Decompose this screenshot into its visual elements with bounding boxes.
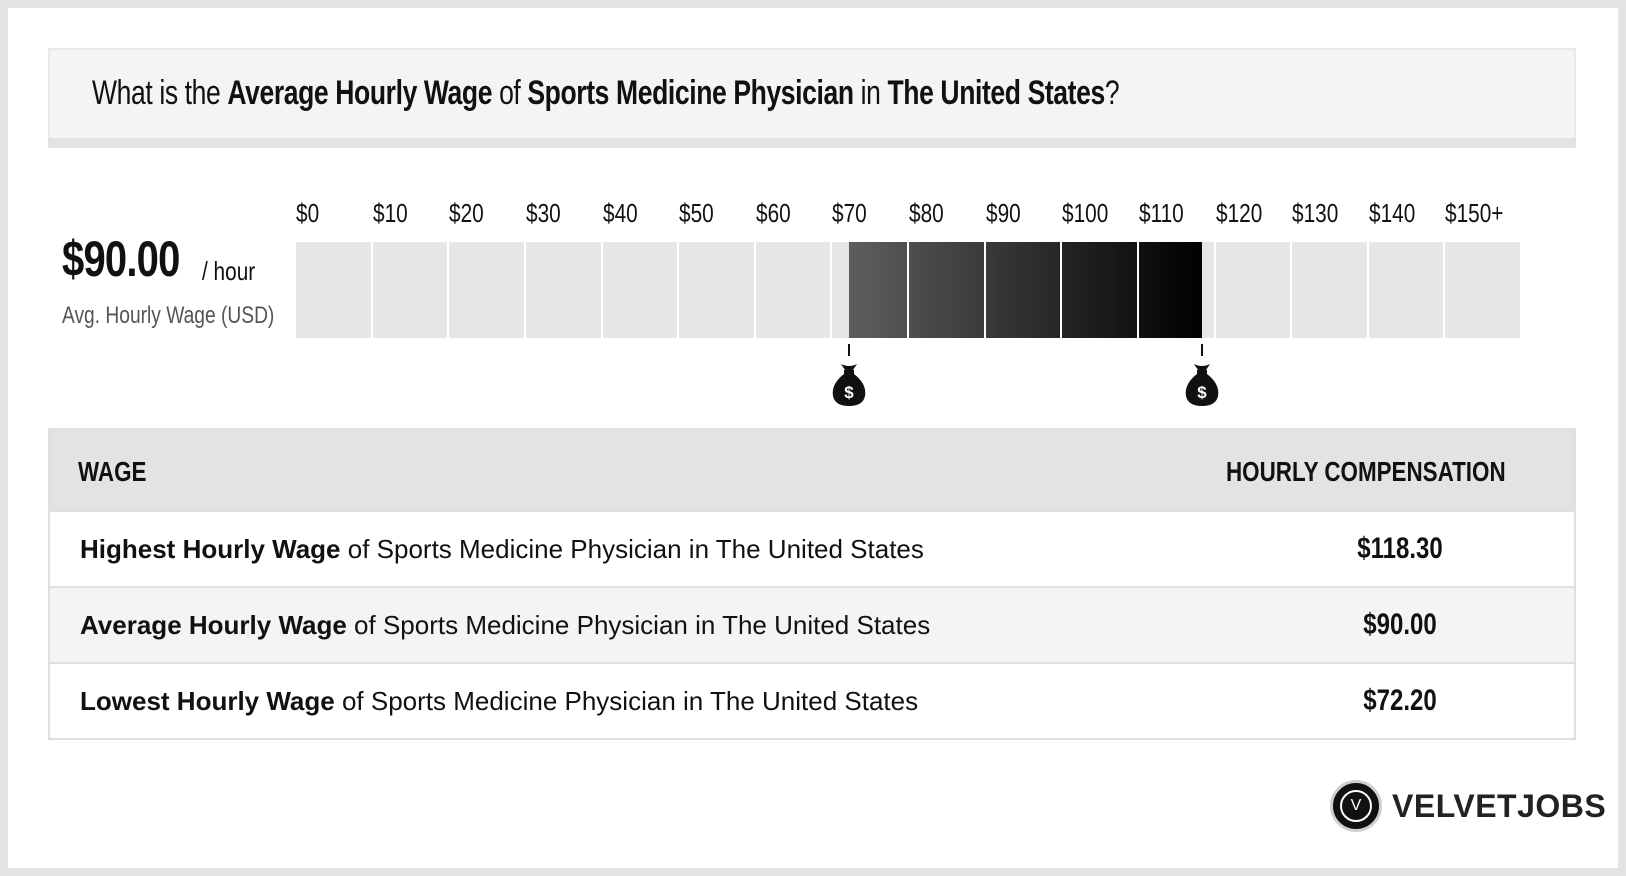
title-divider bbox=[48, 138, 1576, 148]
average-caption: Avg. Hourly Wage (USD) bbox=[62, 302, 275, 329]
money-bag-icon: $ bbox=[1182, 360, 1222, 408]
row-label: Lowest Hourly Wage of Sports Medicine Ph… bbox=[80, 686, 919, 716]
brand-name: VELVETJOBS bbox=[1392, 788, 1607, 824]
tick-label: $60 bbox=[755, 198, 791, 228]
average-summary: $90.00 / hour Avg. Hourly Wage (USD) bbox=[62, 230, 274, 329]
svg-text:$: $ bbox=[1198, 383, 1208, 402]
track-segment bbox=[296, 242, 371, 338]
track-segment bbox=[1215, 242, 1291, 338]
header-hourly-compensation: HOURLY COMPENSATION bbox=[1226, 456, 1506, 487]
track-segment bbox=[679, 242, 754, 338]
tick-label: $100 bbox=[1062, 198, 1109, 228]
table-header: WAGE HOURLY COMPENSATION bbox=[50, 430, 1574, 510]
average-value: $90.00 bbox=[62, 231, 180, 287]
wage-table: WAGE HOURLY COMPENSATION Highest Hourly … bbox=[48, 428, 1576, 740]
track-segment bbox=[525, 242, 601, 338]
wage-range-bar bbox=[849, 242, 1203, 338]
tick-label: $50 bbox=[679, 198, 714, 228]
tick-label: $120 bbox=[1215, 198, 1262, 228]
track-segment bbox=[602, 242, 678, 338]
table-row-highest: Highest Hourly Wage of Sports Medicine P… bbox=[50, 510, 1574, 586]
tick-label: $150+ bbox=[1445, 198, 1504, 228]
tick-label: $110 bbox=[1138, 198, 1184, 228]
row-label: Highest Hourly Wage of Sports Medicine P… bbox=[80, 534, 924, 564]
title-box: What is the Average Hourly Wage of Sport… bbox=[48, 48, 1576, 138]
range-divider bbox=[907, 242, 909, 338]
range-divider bbox=[983, 242, 986, 338]
track-segment bbox=[372, 242, 448, 338]
tick-label: $90 bbox=[985, 198, 1021, 228]
tick-label: $30 bbox=[525, 198, 561, 228]
tick-label: $10 bbox=[372, 198, 408, 228]
brand-logo-letter: V bbox=[1340, 790, 1372, 822]
svg-text:$: $ bbox=[844, 383, 854, 402]
velvetjobs-logo[interactable]: V VELVETJOBS bbox=[1330, 780, 1606, 836]
row-value: $72.20 bbox=[1363, 684, 1437, 717]
tick-label: $40 bbox=[602, 198, 638, 228]
tick-label: $130 bbox=[1292, 198, 1339, 228]
header-wage: WAGE bbox=[78, 456, 147, 487]
tick-label: $80 bbox=[909, 198, 944, 228]
tick-label: $20 bbox=[449, 198, 484, 228]
wage-card: What is the Average Hourly Wage of Sport… bbox=[8, 8, 1618, 868]
tick-label: $0 bbox=[296, 198, 320, 228]
row-value: $90.00 bbox=[1363, 608, 1437, 641]
table-row-lowest: Lowest Hourly Wage of Sports Medicine Ph… bbox=[50, 662, 1574, 738]
money-bag-icon: $ bbox=[829, 360, 869, 408]
average-unit: / hour bbox=[202, 256, 256, 286]
range-divider bbox=[1136, 242, 1139, 338]
range-low-marker-tick bbox=[848, 344, 851, 356]
track-segment bbox=[449, 242, 524, 338]
brand-logo-icon: V bbox=[1330, 780, 1382, 832]
track-segment bbox=[1445, 242, 1520, 338]
tick-label: $140 bbox=[1368, 198, 1416, 228]
tick-label: $70 bbox=[832, 198, 868, 228]
row-label: Average Hourly Wage of Sports Medicine P… bbox=[80, 610, 931, 640]
range-high-marker-tick bbox=[1201, 344, 1204, 356]
row-value: $118.30 bbox=[1357, 532, 1443, 565]
track-segment bbox=[1292, 242, 1367, 338]
page-title: What is the Average Hourly Wage of Sport… bbox=[92, 74, 1120, 112]
range-divider bbox=[1060, 242, 1063, 338]
table-row-average: Average Hourly Wage of Sports Medicine P… bbox=[50, 586, 1574, 662]
track-segment bbox=[1368, 242, 1444, 338]
track-segment bbox=[755, 242, 831, 338]
